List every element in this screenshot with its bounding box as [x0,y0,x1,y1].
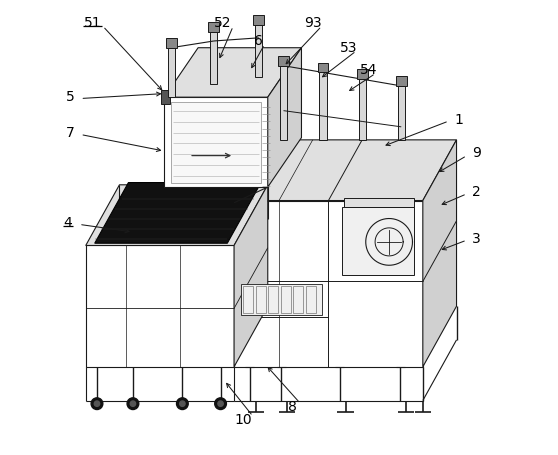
Polygon shape [268,48,301,187]
Polygon shape [255,25,262,77]
Text: 9: 9 [472,147,481,160]
Polygon shape [423,140,456,367]
Text: 8: 8 [288,400,297,415]
Polygon shape [234,201,423,367]
Text: 7: 7 [66,126,74,140]
Text: 5: 5 [66,90,74,104]
Circle shape [130,401,136,406]
Polygon shape [167,48,175,97]
Polygon shape [344,198,414,207]
Polygon shape [342,207,414,275]
Circle shape [176,398,188,410]
Circle shape [91,398,103,410]
Polygon shape [278,56,289,66]
Circle shape [127,398,139,410]
Text: 10: 10 [234,413,252,427]
Polygon shape [234,140,456,201]
Polygon shape [319,72,326,140]
Polygon shape [171,101,261,182]
Polygon shape [95,182,261,243]
Polygon shape [161,91,170,104]
Circle shape [215,398,227,410]
Text: 4: 4 [64,216,72,230]
Polygon shape [210,32,218,84]
Polygon shape [86,246,234,367]
Polygon shape [166,38,176,48]
Polygon shape [234,185,268,367]
Text: 2: 2 [473,185,481,198]
Text: 6: 6 [254,34,263,48]
Polygon shape [253,15,264,25]
Polygon shape [209,22,219,32]
Polygon shape [165,48,301,97]
Polygon shape [396,76,407,86]
Text: 51: 51 [84,16,102,30]
Circle shape [180,401,185,406]
Text: 3: 3 [473,232,481,246]
Polygon shape [86,185,268,246]
Polygon shape [241,283,322,315]
Text: 52: 52 [214,16,232,30]
Polygon shape [359,79,365,140]
Text: 1: 1 [454,113,463,126]
Text: 53: 53 [340,40,358,55]
Polygon shape [280,66,287,140]
Polygon shape [318,62,329,72]
Polygon shape [398,86,405,140]
Text: 93: 93 [304,16,321,30]
Polygon shape [357,69,368,79]
Text: 54: 54 [360,63,378,77]
Polygon shape [165,97,268,187]
Circle shape [94,401,100,406]
Circle shape [218,401,223,406]
